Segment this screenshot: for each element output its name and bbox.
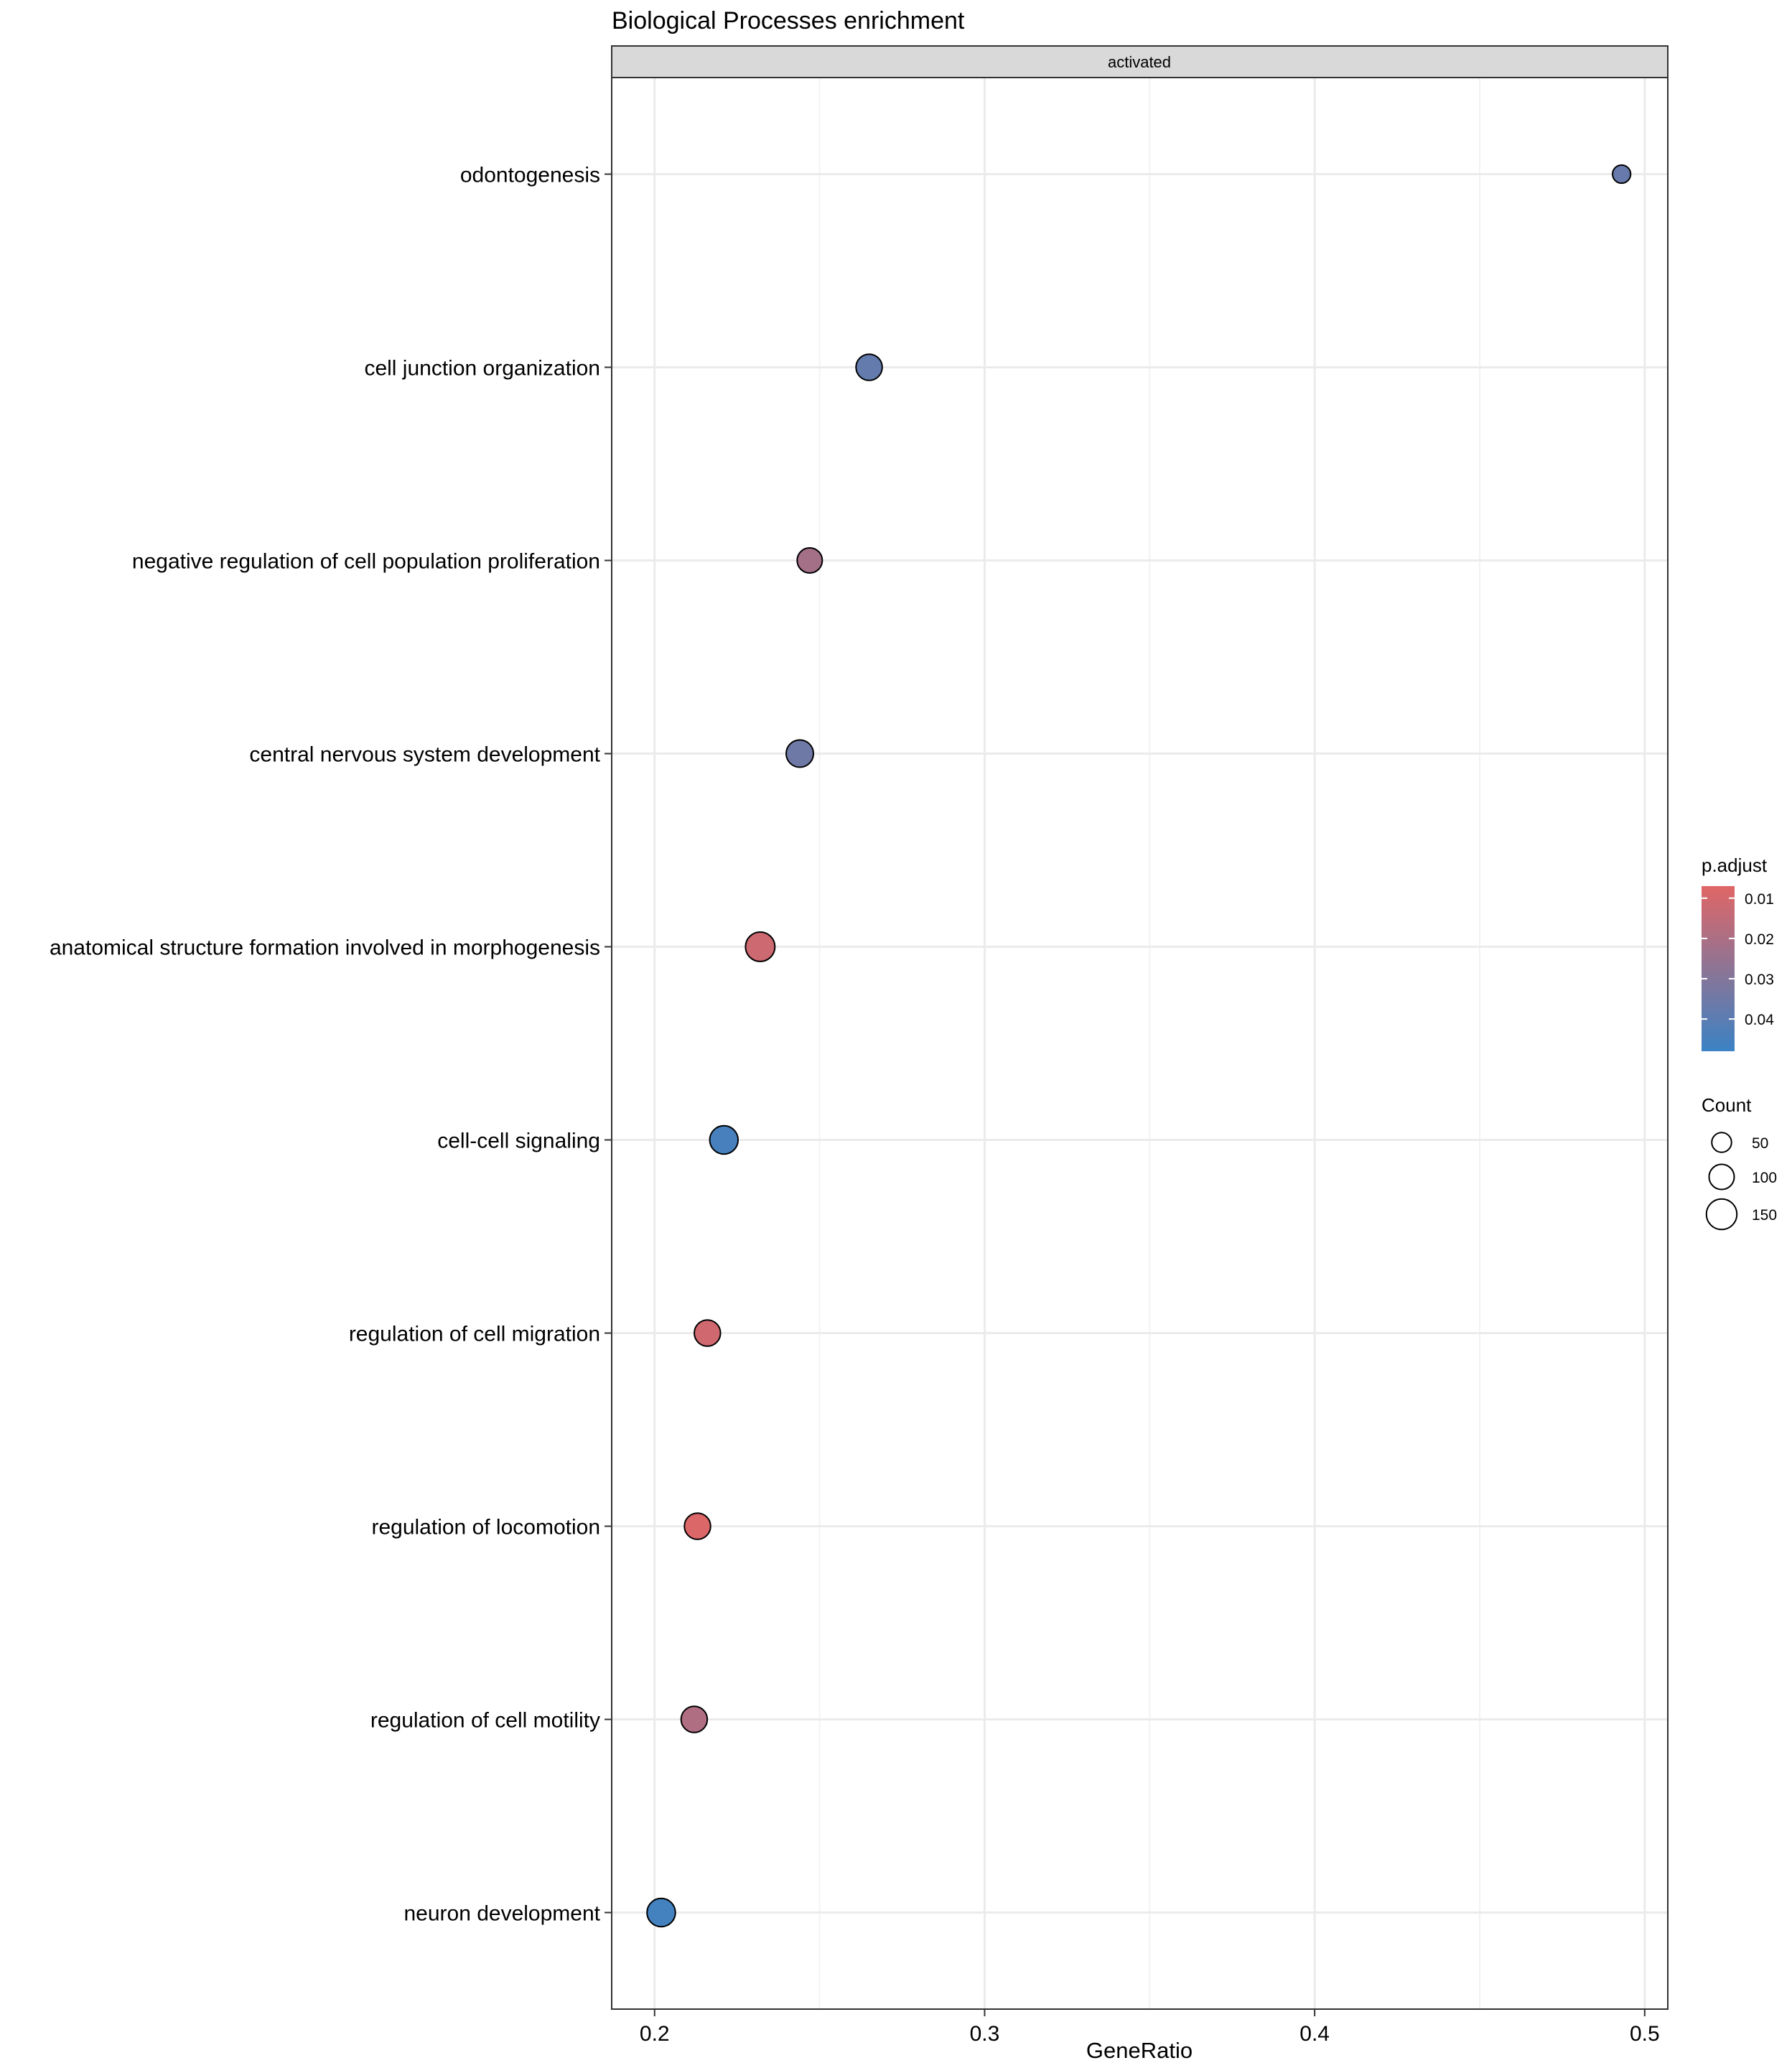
x-tick-label: 0.3 — [970, 2022, 1000, 2046]
facet-strip-label: activated — [1108, 53, 1171, 71]
y-tick-label: cell-cell signaling — [437, 1130, 600, 1153]
x-axis-ticks: 0.2 0.3 0.4 0.5 — [640, 2009, 1660, 2046]
data-point — [796, 547, 823, 574]
size-legend-title: Count — [1702, 1094, 1752, 1116]
data-points — [646, 164, 1632, 1928]
size-legend-items: 50 100 150 — [1705, 1132, 1777, 1231]
y-tick-label: anatomical structure formation involved … — [50, 936, 600, 960]
x-tick-label: 0.5 — [1630, 2022, 1660, 2046]
color-legend-tick-label: 0.03 — [1745, 972, 1774, 988]
size-legend-label: 150 — [1752, 1207, 1777, 1224]
x-axis-title: GeneRatio — [1086, 2038, 1193, 2063]
data-point — [785, 739, 815, 768]
data-point — [745, 931, 776, 962]
color-legend-bar — [1702, 886, 1735, 1051]
color-legend-title: p.adjust — [1702, 854, 1768, 876]
color-legend-tick-label: 0.04 — [1745, 1012, 1774, 1028]
y-tick-label: regulation of cell motility — [370, 1709, 600, 1733]
y-tick-label: odontogenesis — [460, 164, 600, 187]
plot-panel — [611, 77, 1669, 2010]
x-tick-label: 0.2 — [640, 2022, 670, 2046]
y-tick-label: cell junction organization — [364, 357, 600, 381]
color-legend: p.adjust 0.01 0.02 0.03 0.04 — [1702, 854, 1774, 1051]
y-tick-label: central nervous system development — [249, 743, 600, 767]
data-point — [646, 1897, 676, 1928]
y-tick-label: neuron development — [403, 1902, 600, 1926]
x-tick-label: 0.4 — [1299, 2022, 1330, 2046]
color-legend-tick-label: 0.02 — [1745, 931, 1774, 948]
data-point — [709, 1124, 739, 1155]
color-legend-ticks: 0.01 0.02 0.03 0.04 — [1702, 891, 1774, 1028]
data-point — [855, 353, 883, 381]
y-tick-label: regulation of locomotion — [371, 1516, 600, 1540]
y-tick-label: regulation of cell migration — [349, 1323, 600, 1346]
data-point — [680, 1705, 709, 1733]
y-axis-labels: odontogenesis cell junction organization n… — [50, 164, 612, 1926]
data-point — [683, 1512, 711, 1540]
size-legend-label: 50 — [1752, 1135, 1768, 1152]
chart-title: Biological Processes enrichment — [612, 7, 965, 34]
size-legend-circle — [1708, 1163, 1735, 1191]
facet-strip: activated — [611, 45, 1669, 78]
size-legend-circle — [1711, 1132, 1732, 1153]
size-legend-label: 100 — [1752, 1170, 1777, 1186]
color-legend-tick-label: 0.01 — [1745, 891, 1774, 908]
size-legend: Count 50 100 150 — [1702, 1094, 1777, 1231]
size-legend-circle — [1705, 1198, 1738, 1231]
data-point — [1612, 164, 1632, 185]
y-tick-label: negative regulation of cell population p… — [132, 550, 600, 574]
data-point — [694, 1319, 722, 1347]
